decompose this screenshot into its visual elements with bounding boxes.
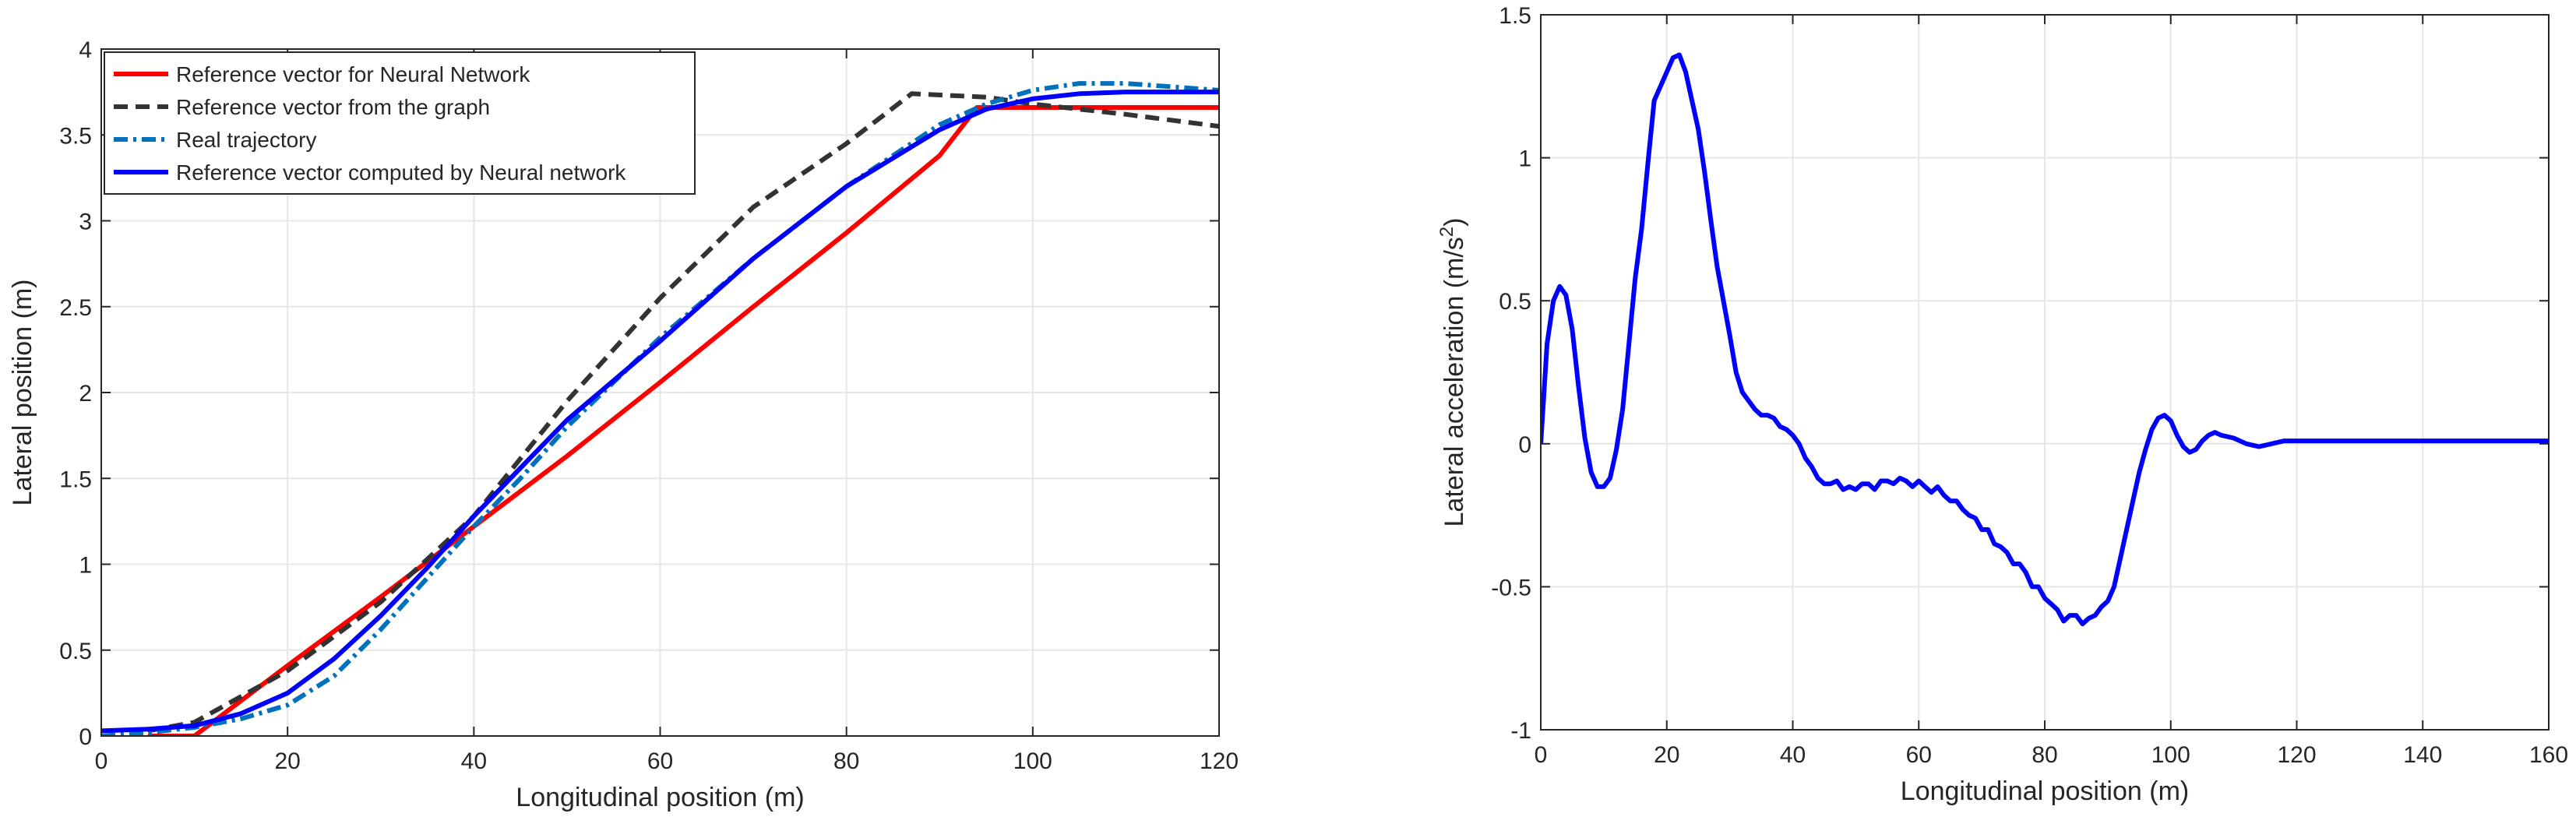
y-tick-label: 1 (1518, 146, 1531, 172)
x-axis-label: Longitudinal position (m) (516, 783, 804, 812)
legend-entry-2: Reference vector from the graph (176, 95, 490, 119)
y-tick-label: 0 (1518, 432, 1531, 458)
series-line-4 (101, 90, 1219, 734)
x-tick-label: 60 (647, 748, 673, 774)
x-tick-label: 40 (1780, 742, 1806, 768)
x-tick-label: 100 (1013, 748, 1052, 774)
y-tick-label: 2 (79, 381, 92, 407)
x-tick-label: 20 (1654, 742, 1679, 768)
x-tick-label: 160 (2529, 742, 2568, 768)
y-tick-label: 4 (79, 37, 92, 63)
y-tick-label: 1.5 (1499, 3, 1531, 29)
x-tick-label: 80 (2032, 742, 2057, 768)
legend-entry-1: Reference vector for Neural Network (176, 62, 530, 86)
x-tick-label: 20 (274, 748, 300, 774)
x-tick-label: 140 (2403, 742, 2442, 768)
plot-area (101, 81, 1219, 736)
plot-area (1541, 52, 2549, 627)
x-tick-label: 0 (1535, 742, 1548, 768)
legend-box (104, 51, 696, 195)
legend-entry-3: Real trajectory (176, 128, 317, 152)
y-tick-label: 0.5 (59, 639, 92, 664)
lateral-acceleration-chart: 0 20 40 60 80 100 120 140 160 -1 -0.5 0 0.5 1 1.5 Longi… (1436, 3, 2569, 806)
legend-entry-4: Reference vector computed by Neural netw… (176, 160, 626, 185)
y-axis-label: Lateral acceleration (m/s2) (1436, 218, 1470, 527)
y-tick-label: 2.5 (59, 295, 92, 321)
x-tick-label: 80 (833, 748, 859, 774)
y-tick-label: 3 (79, 210, 92, 235)
x-tick-label: 40 (461, 748, 487, 774)
x-tick-label: 0 (95, 748, 108, 774)
y-axis-label-end: ) (1440, 218, 1469, 227)
y-tick-label: -1 (1510, 718, 1531, 744)
y-axis-label-superscript: 2 (1436, 227, 1457, 237)
legend: Reference vector for Neural Network Refer… (104, 51, 696, 195)
y-tick-label: -0.5 (1491, 575, 1531, 600)
y-tick-label: 0.5 (1499, 289, 1531, 315)
x-axis-label: Longitudinal position (m) (1901, 776, 2189, 806)
x-tick-label: 120 (2277, 742, 2316, 768)
x-tick-label: 60 (1906, 742, 1932, 768)
y-tick-label: 1 (79, 553, 92, 579)
y-tick-label: 1.5 (59, 467, 92, 492)
series-line-1 (147, 105, 1219, 736)
x-tick-label: 120 (1200, 748, 1239, 774)
grid (1540, 14, 2550, 731)
lateral-position-chart: 0 20 40 60 80 100 120 0 0.5 1 1.5 2 2.5 3 3.5 4 Longitud… (8, 37, 1239, 812)
y-tick-label: 0 (79, 724, 92, 750)
grid (100, 48, 1220, 737)
y-tick-label: 3.5 (59, 123, 92, 149)
y-axis-label: Lateral position (m) (8, 279, 37, 505)
series-line-1 (1541, 52, 2549, 627)
x-tick-label: 100 (2151, 742, 2190, 768)
